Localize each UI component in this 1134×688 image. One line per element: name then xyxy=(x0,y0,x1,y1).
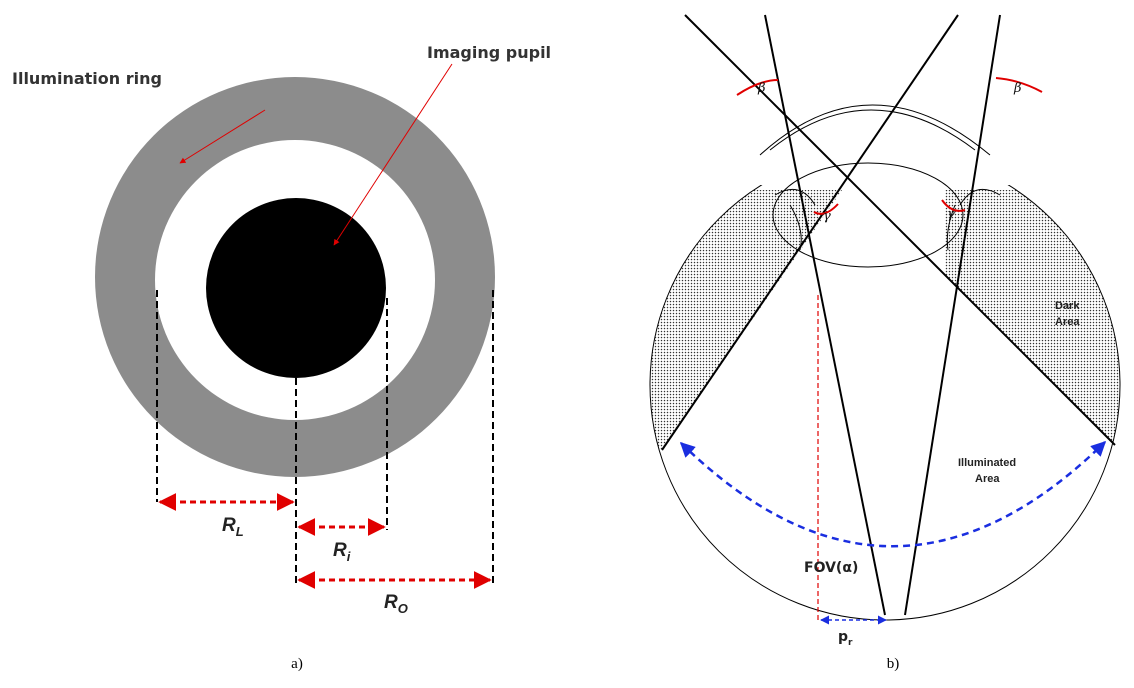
dark-area-label: Dark xyxy=(1055,300,1080,312)
figure: RL Ri RO Illumination ring Imaging pupil… xyxy=(0,0,1134,688)
caption: b) xyxy=(887,656,900,672)
pupil-label: Imaging pupil xyxy=(427,43,551,62)
dark-area xyxy=(945,190,1130,455)
dimension-label: Ri xyxy=(333,540,351,564)
illuminated-area-label: Illuminated xyxy=(958,457,1016,469)
caption: a) xyxy=(291,656,303,672)
gamma-label: γ xyxy=(823,209,831,224)
beta-label: β xyxy=(1013,81,1022,96)
gamma-label: γ xyxy=(947,207,955,222)
imaging-pupil xyxy=(206,198,386,378)
dark-area-label: Area xyxy=(1055,316,1080,328)
illuminated-area-label: Area xyxy=(975,473,1000,485)
beta-label: β xyxy=(757,81,766,96)
fov-arrow xyxy=(681,442,1105,546)
dimension-arrows xyxy=(160,502,490,580)
dimension-label: RL xyxy=(222,515,244,539)
ring-label: Illumination ring xyxy=(12,69,162,88)
dimension-label: RO xyxy=(384,592,408,616)
fov-label: FOV(α) xyxy=(804,560,858,576)
page: {"panel_a":{"ring_label":"Illumination r… xyxy=(0,0,1134,688)
panel-a: RL Ri RO Illumination ring Imaging pupil… xyxy=(12,43,551,672)
offset-label: pr xyxy=(838,629,853,648)
panel-b: β β γ γ Dark Area Illuminated Area FOV(α… xyxy=(640,15,1130,672)
